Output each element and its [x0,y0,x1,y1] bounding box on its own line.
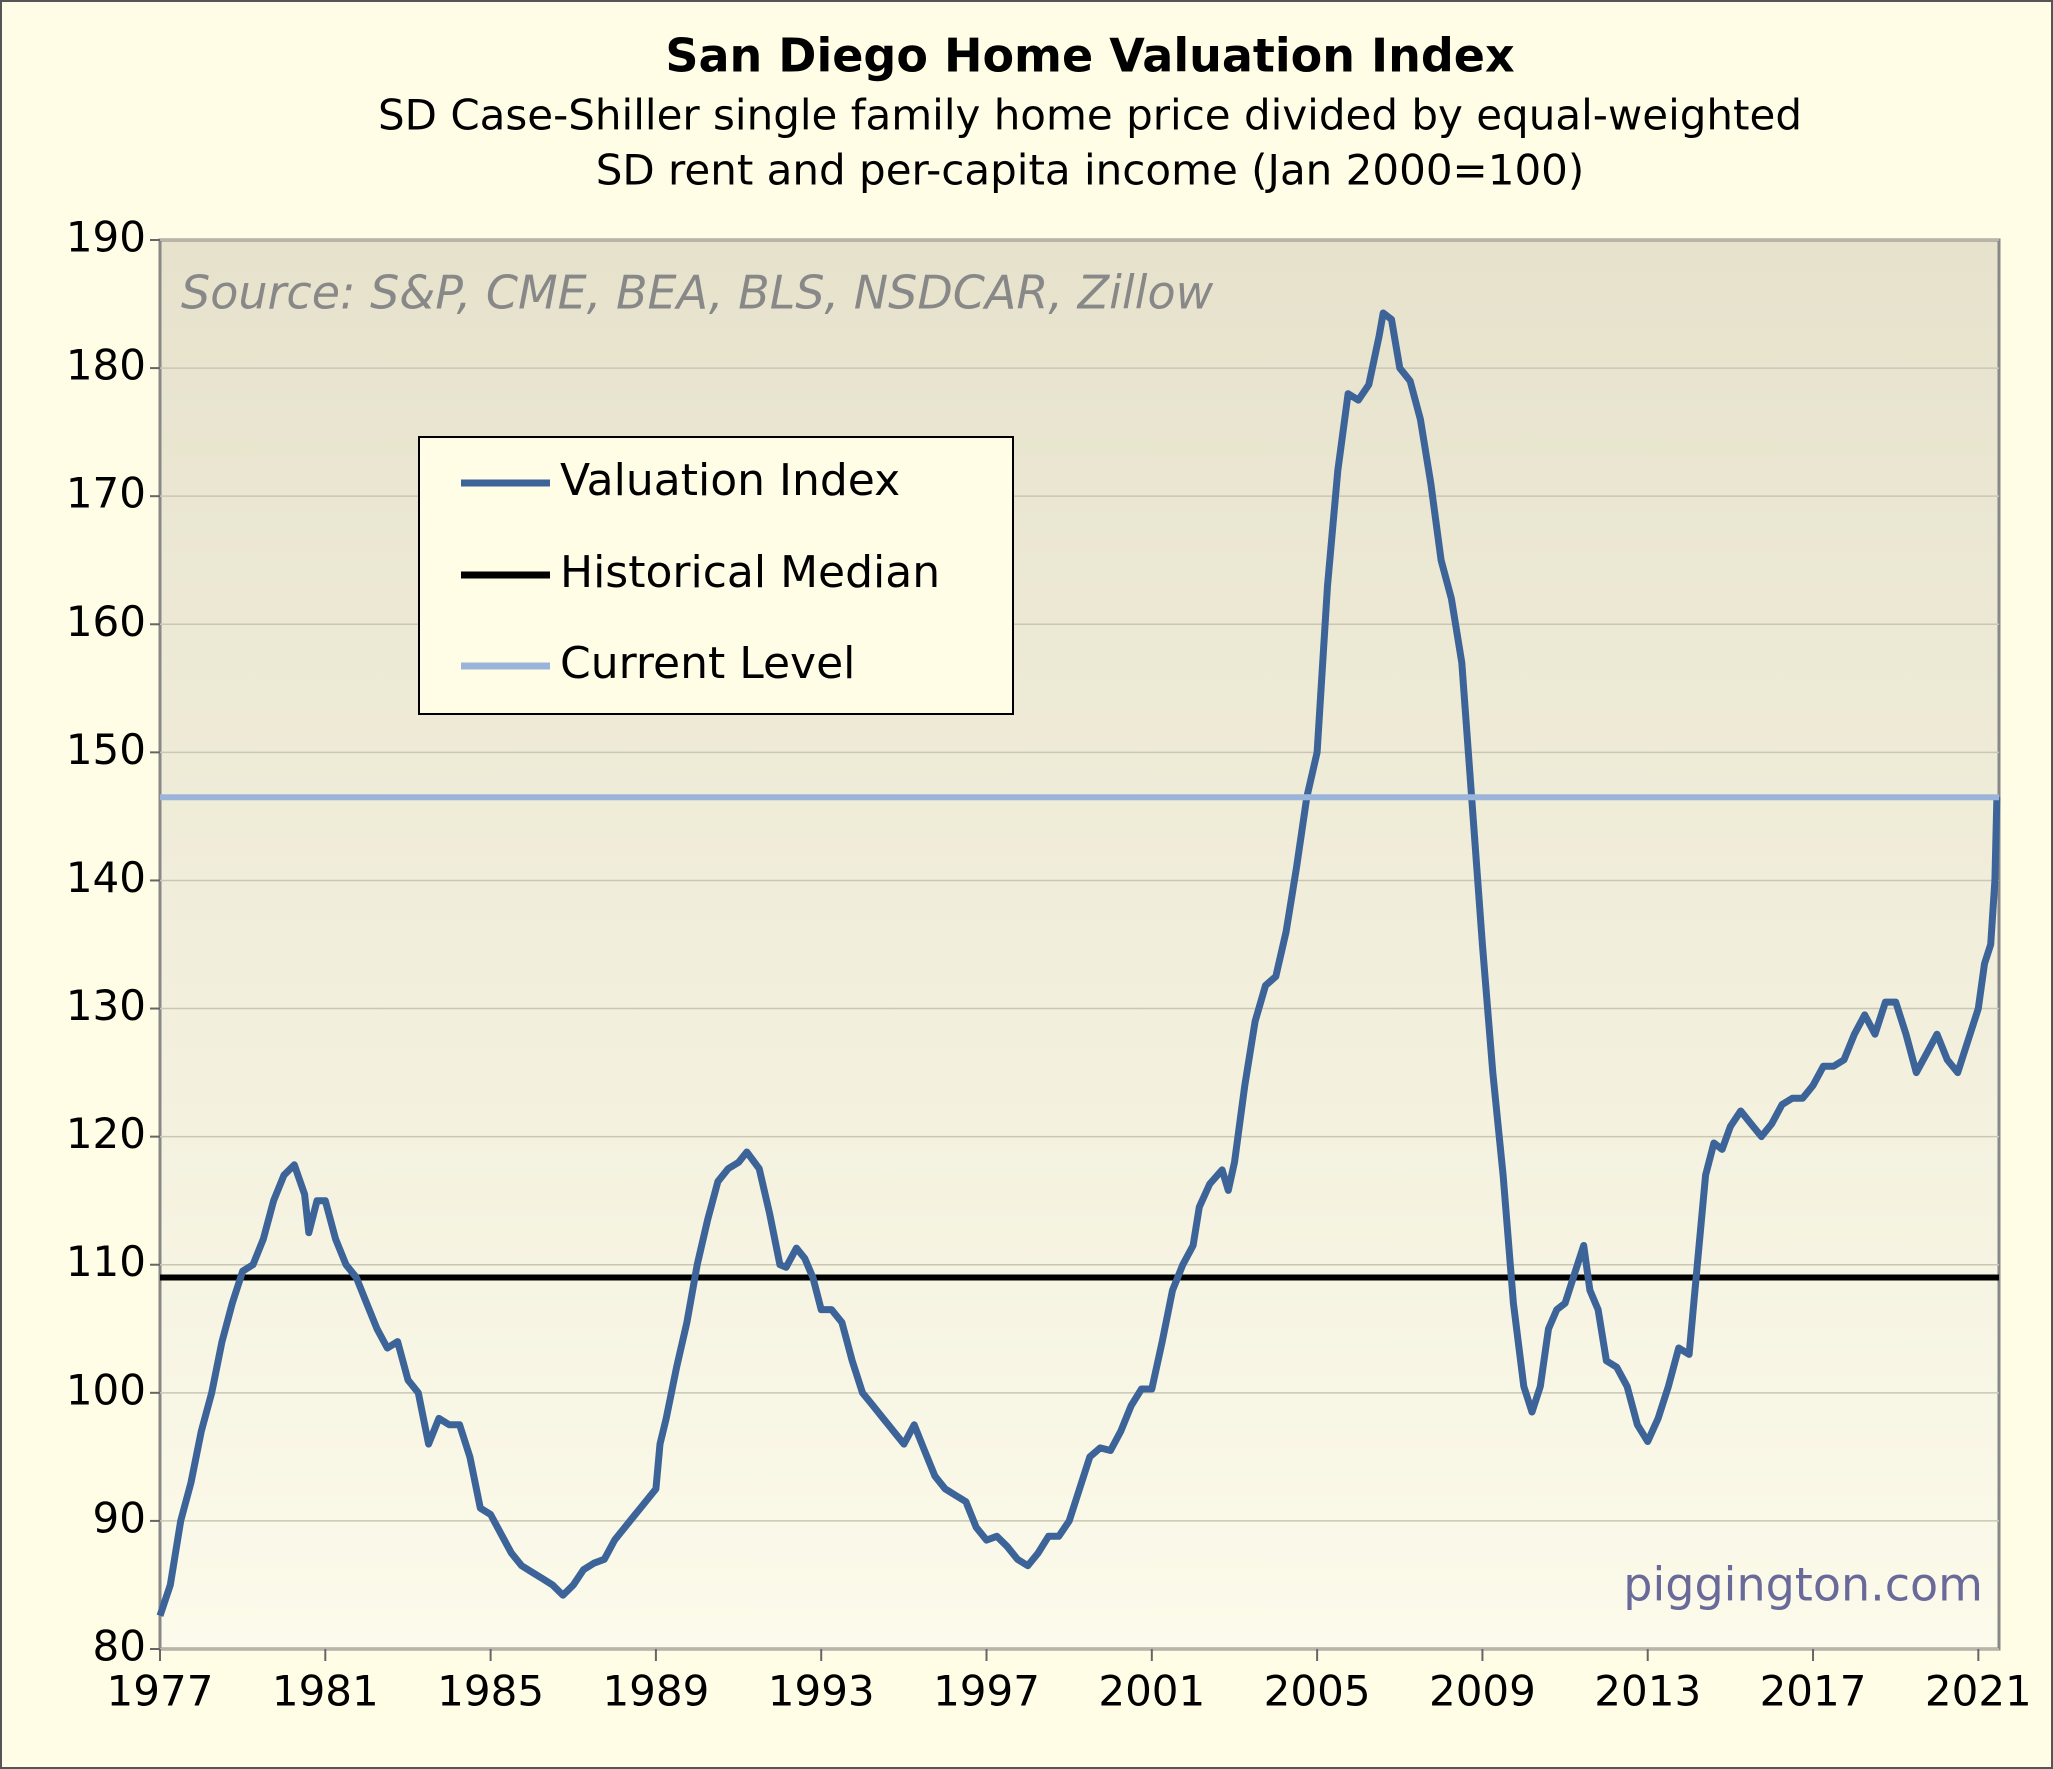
x-tick-label: 1981 [272,1667,379,1716]
source-note: Source: S&P, CME, BEA, BLS, NSDCAR, Zill… [181,266,1214,320]
x-tick-label: 1993 [768,1667,875,1716]
y-tick-label: 150 [66,725,146,774]
watermark: piggington.com [1623,1558,1983,1612]
chart-title: San Diego Home Valuation Index [665,29,1514,83]
chart-subtitle: SD Case-Shiller single family home price… [378,91,1802,140]
y-tick-label: 100 [66,1365,146,1414]
y-tick-label: 110 [66,1237,146,1286]
series-line [156,309,2001,1617]
x-tick-label: 2001 [1098,1667,1205,1716]
x-tick-label: 2017 [1760,1667,1867,1716]
x-tick-label: 2013 [1594,1667,1701,1716]
y-tick-label: 120 [66,1109,146,1158]
x-tick-label: 2009 [1429,1667,1536,1716]
x-tick-label: 1989 [602,1667,709,1716]
x-tick-label: 1997 [933,1667,1040,1716]
x-tick-label: 2021 [1925,1667,2032,1716]
series-group [156,309,2001,1617]
legend-label: Valuation Index [560,455,900,506]
legend-label: Historical Median [560,547,940,598]
y-tick-label: 90 [93,1493,146,1542]
y-tick-label: 190 [66,213,146,262]
grid [160,239,1999,1650]
x-tick-label: 1977 [107,1667,214,1716]
chart-subtitle: SD rent and per-capita income (Jan 2000=… [596,146,1585,195]
x-tick-label: 2005 [1264,1667,1371,1716]
y-tick-label: 140 [66,853,146,902]
y-tick-label: 80 [93,1622,146,1671]
x-tick-label: 1985 [437,1667,544,1716]
legend: Valuation Index Historical Median Current … [418,436,1014,715]
legend-label: Current Level [560,638,855,689]
y-tick-label: 160 [66,597,146,646]
y-tick-label: 180 [66,341,146,390]
y-tick-label: 130 [66,981,146,1030]
y-tick-label: 170 [66,469,146,518]
